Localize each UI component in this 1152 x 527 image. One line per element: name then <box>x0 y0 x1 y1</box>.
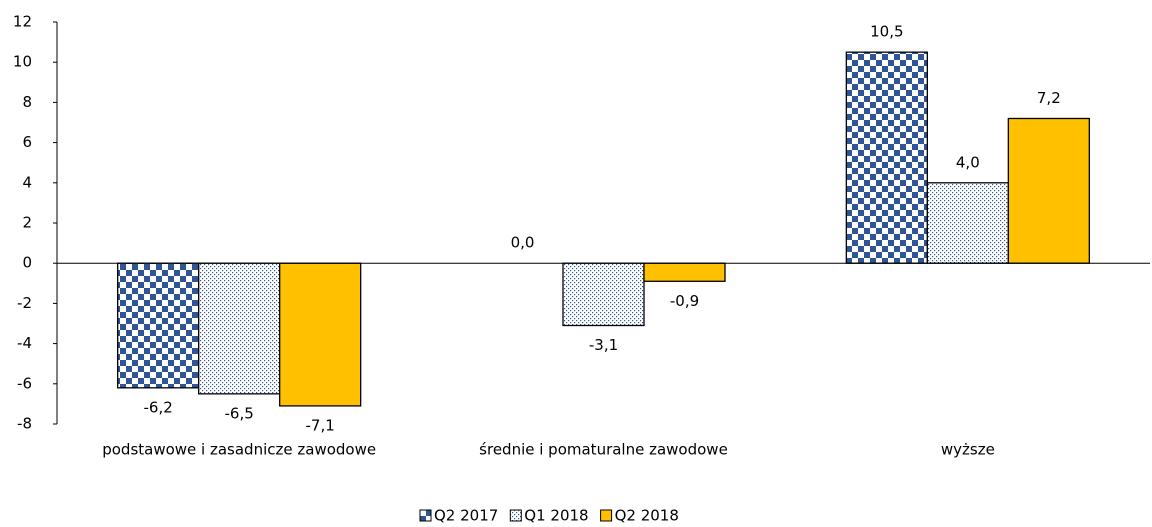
y-tick-label: -2 <box>17 294 32 312</box>
bar <box>643 262 726 282</box>
x-tick-label: średnie i pomaturalne zawodowe <box>479 441 728 459</box>
y-tick-label: 10 <box>13 53 32 71</box>
value-label: -0,9 <box>670 292 699 310</box>
bar <box>562 262 645 327</box>
y-tick-label: -8 <box>17 415 32 433</box>
value-label: -6,5 <box>225 404 254 422</box>
legend-label: Q1 2018 <box>524 507 588 525</box>
value-label: -3,1 <box>589 336 618 354</box>
legend-swatch <box>600 509 613 522</box>
y-tick-label: -6 <box>17 374 32 392</box>
y-tick-label: 8 <box>22 93 32 111</box>
x-tick-label: wyższe <box>941 441 995 459</box>
y-tick-label: 0 <box>22 254 32 272</box>
legend-swatch <box>509 509 522 522</box>
value-label: -6,2 <box>144 398 173 416</box>
value-label: 7,2 <box>1037 89 1061 107</box>
y-tick-label: 12 <box>13 13 32 31</box>
value-label: 0,0 <box>511 234 535 252</box>
x-tick-label: podstawowe i zasadnicze zawodowe <box>102 441 376 459</box>
bar <box>845 51 928 264</box>
bar <box>926 182 1009 264</box>
value-label: 4,0 <box>956 153 980 171</box>
value-label: 10,5 <box>870 23 903 41</box>
value-label: -7,1 <box>306 416 335 434</box>
bar <box>117 262 200 389</box>
legend-swatch <box>419 509 432 522</box>
legend-label: Q2 2017 <box>434 507 498 525</box>
bar <box>1007 117 1090 264</box>
y-tick-label: 4 <box>22 173 32 191</box>
bar <box>198 262 281 395</box>
bar <box>279 262 362 407</box>
legend-label: Q2 2018 <box>615 507 679 525</box>
y-tick-label: 2 <box>22 214 32 232</box>
y-tick-label: -4 <box>17 334 32 352</box>
y-tick-label: 6 <box>22 133 32 151</box>
